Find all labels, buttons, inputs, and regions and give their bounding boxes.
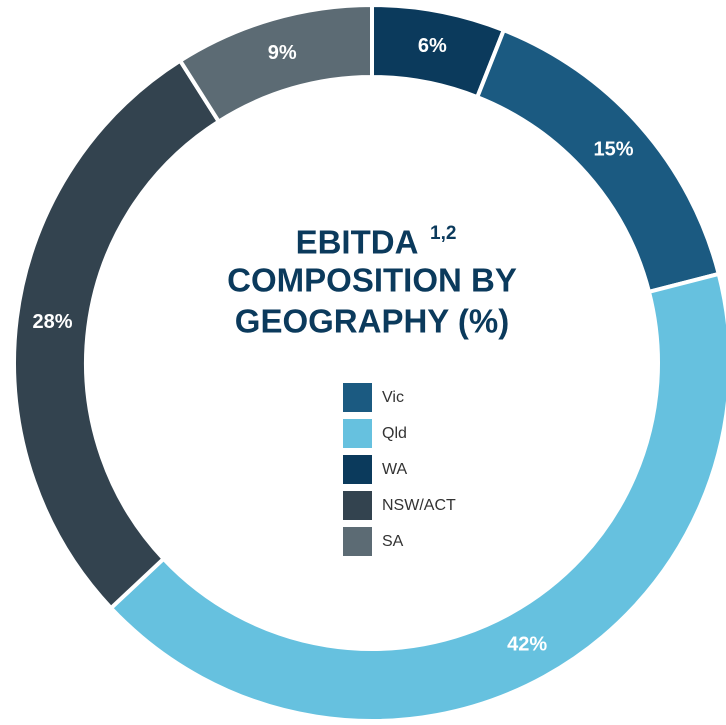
legend-swatch xyxy=(343,383,372,412)
legend-label: Vic xyxy=(382,389,404,406)
legend-swatch xyxy=(343,491,372,520)
data-label: 9% xyxy=(268,42,297,64)
chart-title: EBITDA xyxy=(296,224,419,261)
legend-label: NSW/ACT xyxy=(382,497,456,514)
legend-swatch xyxy=(343,455,372,484)
donut-segment xyxy=(12,57,222,611)
donut-segment xyxy=(177,2,374,125)
data-label: 15% xyxy=(594,138,634,160)
title-superscript: 1,2 xyxy=(430,223,456,244)
chart-title: COMPOSITION BY xyxy=(227,262,517,299)
donut-segment xyxy=(108,271,726,723)
chart-title: GEOGRAPHY (%) xyxy=(235,303,509,340)
donut-segment xyxy=(474,27,722,295)
legend-label: Qld xyxy=(382,425,407,442)
legend-swatch xyxy=(343,527,372,556)
legend-label: WA xyxy=(382,461,408,478)
data-label: 6% xyxy=(418,35,447,57)
legend-swatch xyxy=(343,419,372,448)
data-label: 42% xyxy=(507,633,547,655)
data-label: 28% xyxy=(33,311,73,333)
legend-label: SA xyxy=(382,533,404,550)
